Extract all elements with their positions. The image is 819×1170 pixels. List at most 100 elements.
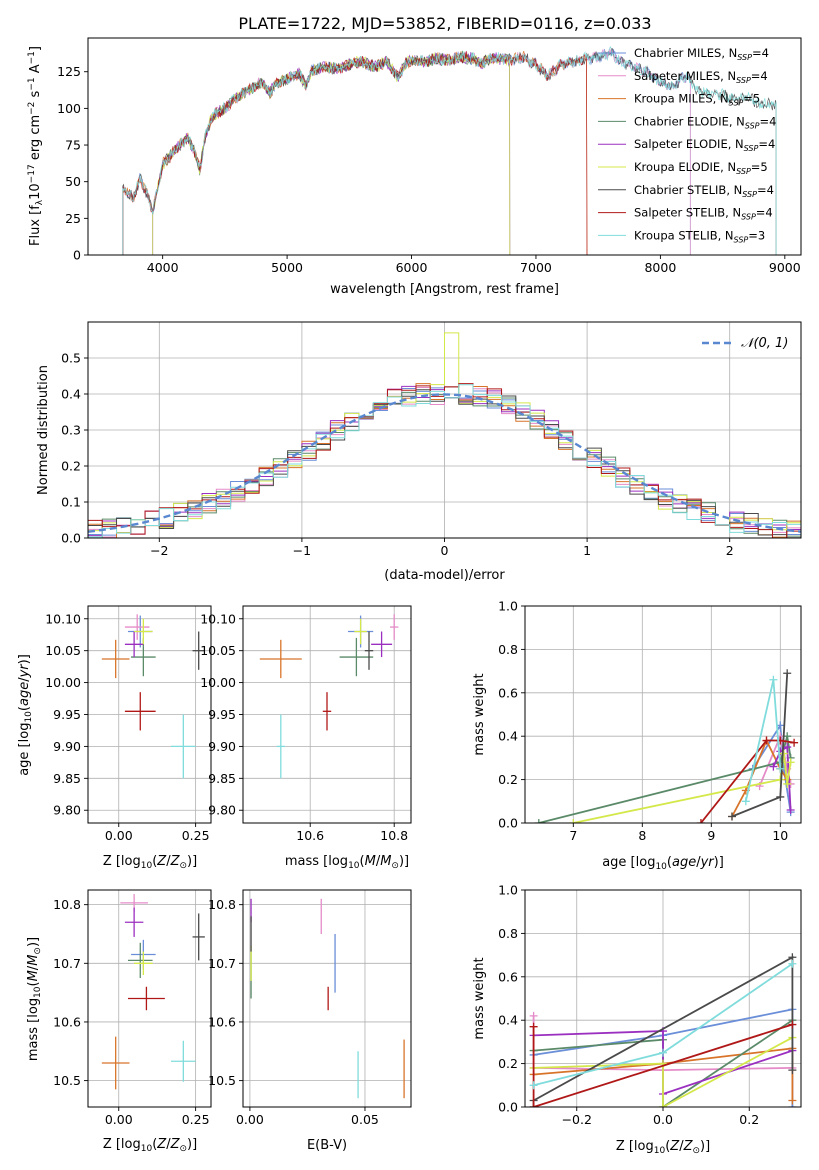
error-bars xyxy=(101,894,205,1090)
x-tick-label: 0.00 xyxy=(105,828,133,843)
y-tick-label: 0.6 xyxy=(498,969,518,984)
weight-marker xyxy=(776,764,785,773)
residual-histogram-panel: −2 −1 0 1 2 0.0 0.1 0.2 0.3 0.4 0.5 (data-model)/er… xyxy=(36,321,802,583)
y-tick-label: 75 xyxy=(65,138,81,153)
histogram-series xyxy=(88,389,801,538)
y-tick-label: 10.5 xyxy=(208,1073,236,1088)
legend-label: Chabrier STELIB, NSSP=4 xyxy=(634,183,774,199)
y-tick-label: 0.8 xyxy=(498,642,518,657)
y-tick-label: 9.80 xyxy=(53,803,81,818)
legend-normal-label: 𝒩(0, 1) xyxy=(741,336,788,351)
spectrum-line xyxy=(152,50,511,255)
weight-lines xyxy=(534,669,799,823)
age-xlabel: age [log10(age/yr)] xyxy=(602,855,724,872)
weight-marker xyxy=(569,819,578,823)
y-tick-label: 9.90 xyxy=(53,739,81,754)
y-tick-label: 0.0 xyxy=(61,531,81,546)
panel-ylabel: mass weight xyxy=(472,957,487,1039)
y-tick-label: 10.7 xyxy=(53,956,81,971)
age-weight-panel: 7 8 9 10 0.0 0.2 0.4 0.6 0.8 1.0 mass weight xyxy=(472,599,802,843)
legend-label: Salpeter ELODIE, NSSP=4 xyxy=(634,137,775,153)
x-tick-label: 0 xyxy=(441,543,449,558)
y-tick-label: 10.6 xyxy=(208,1014,236,1029)
y-tick-label: 10.05 xyxy=(45,643,81,658)
weight-lines xyxy=(529,953,797,1107)
weight-marker xyxy=(529,1011,538,1020)
y-tick-label: 0.4 xyxy=(498,1013,518,1028)
y-tick-label: 10.10 xyxy=(45,611,81,626)
error-bars xyxy=(101,614,205,779)
x-tick-label: 8 xyxy=(638,828,646,843)
axes-frame xyxy=(87,889,212,1108)
legend-label: Chabrier MILES, NSSP=4 xyxy=(634,46,769,62)
histograms xyxy=(88,332,801,538)
mass-age-panel: 10.6 10.8 9.80 9.85 9.90 9.95 10.00 10.05 10.10 xyxy=(200,605,412,843)
weight-line xyxy=(700,739,795,823)
y-tick-label: 10.5 xyxy=(53,1073,81,1088)
axes-frame xyxy=(87,37,802,256)
spectrum-lines xyxy=(122,46,777,255)
y-tick-label: 1.0 xyxy=(498,599,518,614)
x-tick-label: 9 xyxy=(707,828,715,843)
x-tick-label: 6000 xyxy=(396,260,428,275)
legend: Chabrier MILES, NSSP=4 Salpeter MILES, NS… xyxy=(598,46,776,244)
legend-label: Kroupa STELIB, NSSP=3 xyxy=(634,228,765,244)
spectrum-xlabel: wavelength [Angstrom, rest frame] xyxy=(330,282,559,297)
metallicity-age-panel: 0.00 0.25 9.80 9.85 9.90 9.95 10.00 10.05 10.10 xyxy=(45,605,212,843)
spectrum-line xyxy=(152,50,511,255)
weight-marker xyxy=(659,1048,667,1057)
axes-frame xyxy=(524,605,802,824)
legend-label: Salpeter STELIB, NSSP=4 xyxy=(634,206,773,222)
weight-line xyxy=(573,753,792,823)
error-bars xyxy=(259,614,399,779)
y-tick-label: 25 xyxy=(65,211,81,226)
y-tick-label: 0.4 xyxy=(61,387,81,402)
weight-marker xyxy=(659,1103,667,1107)
y-tick-label: 0.0 xyxy=(498,1100,518,1115)
x-tick-label: −1 xyxy=(293,543,311,558)
z-xlabel-1: Z [log10(Z/Z⊙)] xyxy=(103,854,197,871)
weight-marker xyxy=(762,736,771,745)
panel-xlabel: E(B-V) xyxy=(307,1138,347,1153)
residual-xlabel: (data-model)/error xyxy=(384,568,505,583)
x-tick-label: 10.6 xyxy=(296,828,324,843)
y-tick-label: 0 xyxy=(73,248,81,263)
spectrum-panel: 4000 5000 6000 7000 8000 9000 0 25 50 75 100 125 wav… xyxy=(57,37,802,297)
x-tick-label: 0.0 xyxy=(653,1112,673,1127)
weight-marker xyxy=(783,779,792,788)
x-tick-label: 10 xyxy=(772,828,788,843)
y-tick-label: 0.2 xyxy=(498,772,518,787)
weight-marker xyxy=(534,819,543,823)
y-tick-label: 125 xyxy=(57,64,81,79)
spectrum-line xyxy=(122,51,588,255)
mass-xlabel: mass [log10(M/M⊙)] xyxy=(285,854,409,871)
spectrum-line xyxy=(122,46,777,255)
x-tick-label: 0.2 xyxy=(739,1112,759,1127)
x-tick-label: 8000 xyxy=(644,260,676,275)
y-tick-label: 9.95 xyxy=(208,707,236,722)
weight-marker xyxy=(788,1096,797,1105)
y-tick-label: 10.8 xyxy=(208,897,236,912)
legend-label: Kroupa ELODIE, NSSP=5 xyxy=(634,160,768,176)
y-tick-label: 0.6 xyxy=(498,685,518,700)
histogram-series xyxy=(88,332,801,534)
weight-line xyxy=(533,1036,793,1107)
y-tick-label: 50 xyxy=(65,174,81,189)
z-xlabel-2: Z [log10(Z/Z⊙)] xyxy=(103,1137,197,1154)
x-tick-label: 7 xyxy=(569,828,577,843)
weight-marker xyxy=(786,758,795,767)
x-tick-label: 4000 xyxy=(147,260,179,275)
y-tick-label: 100 xyxy=(57,101,81,116)
y-tick-label: 9.90 xyxy=(208,739,236,754)
normal-curve xyxy=(88,393,801,533)
x-tick-label: 0.00 xyxy=(105,1112,133,1127)
y-tick-label: 0.3 xyxy=(61,423,81,438)
y-tick-label: 9.85 xyxy=(53,771,81,786)
y-tick-label: 0.0 xyxy=(498,816,518,831)
y-tick-label: 1.0 xyxy=(498,883,518,898)
y-tick-label: 0.2 xyxy=(498,1056,518,1071)
weight-marker xyxy=(788,1020,797,1029)
y-tick-label: 10.6 xyxy=(53,1014,81,1029)
axes-frame xyxy=(242,889,412,1108)
